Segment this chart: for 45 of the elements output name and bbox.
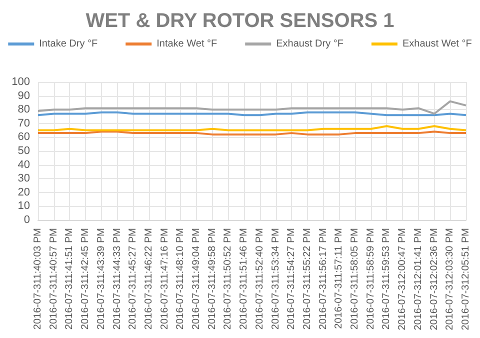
chart-title: WET & DRY ROTOR SENSORS 1 (86, 10, 394, 32)
x-tick-label: 2016-07-311:43:39 PM (96, 228, 107, 330)
x-tick-label: 2016-07-311:49:58 PM (206, 228, 218, 330)
legend-label: Intake Dry °F (39, 38, 98, 50)
line-series (37, 100, 467, 115)
x-tick-label: 2016-07-311:40:57 PM (48, 228, 60, 330)
x-tick-label: 2016-07-311:42:45 PM (80, 228, 92, 330)
x-tick-label: 2016-07-311:52:40 PM (254, 228, 266, 330)
y-tick-label: 90 (18, 90, 30, 102)
y-tick-label: 20 (18, 186, 30, 198)
y-tick-label: 70 (18, 117, 30, 130)
y-tick-label: 10 (18, 200, 30, 212)
y-tick-label: 30 (18, 172, 30, 185)
y-tick-label: 60 (18, 131, 30, 144)
y-tick-label: 100 (12, 76, 30, 88)
y-tick-label: 40 (18, 158, 30, 171)
x-tick-label: 2016-07-311:57:11 PM (334, 228, 345, 329)
x-tick-label: 2016-07-311:46:22 PM (143, 228, 154, 330)
y-tick-label: 80 (18, 104, 30, 116)
y-tick-label: 0 (24, 214, 30, 226)
x-tick-label: 2016-07-312:03:30 PM (444, 228, 456, 330)
x-tick-label: 2016-07-311:41:51 PM (64, 228, 76, 330)
x-tick-label: 2016-07-311:40:03 PM (32, 228, 44, 330)
x-tick-label: 2016-07-311:47:16 PM (159, 228, 170, 330)
legend-label: Exhaust Wet °F (402, 38, 472, 50)
x-tick-label: 2016-07-311:54:27 PM (286, 228, 298, 330)
x-tick-label: 2016-07-311:44:33 PM (112, 228, 123, 330)
x-tick-label: 2016-07-311:50:52 PM (222, 228, 234, 330)
x-tick-label: 2016-07-311:53:34 PM (270, 228, 282, 330)
x-tick-label: 2016-07-311:58:05 PM (350, 228, 361, 330)
x-tick-label: 2016-07-311:58:59 PM (365, 228, 376, 330)
x-tick-label: 2016-07-312:05:51 PM (460, 228, 472, 330)
x-tick-label: 2016-07-311:56:17 PM (318, 228, 329, 330)
x-tick-label: 2016-07-311:49:04 PM (191, 228, 202, 330)
y-tick-label: 50 (18, 145, 30, 157)
x-tick-label: 2016-07-311:51:46 PM (238, 228, 250, 330)
x-tick-label: 2016-07-311:55:22 PM (302, 228, 313, 330)
x-tick-label: 2016-07-311:45:27 PM (128, 228, 139, 330)
x-tick-label: 2016-07-311:48:10 PM (175, 228, 186, 330)
legend-label: Exhaust Dry °F (276, 38, 344, 50)
x-tick-label: 2016-07-312:02:36 PM (428, 228, 440, 330)
x-tick-label: 2016-07-312:01:41 PM (412, 228, 424, 330)
x-tick-label: 2016-07-312:00:47 PM (397, 228, 408, 330)
legend-label: Intake Wet °F (156, 38, 218, 50)
x-tick-label: 2016-07-311:59:53 PM (381, 228, 392, 330)
